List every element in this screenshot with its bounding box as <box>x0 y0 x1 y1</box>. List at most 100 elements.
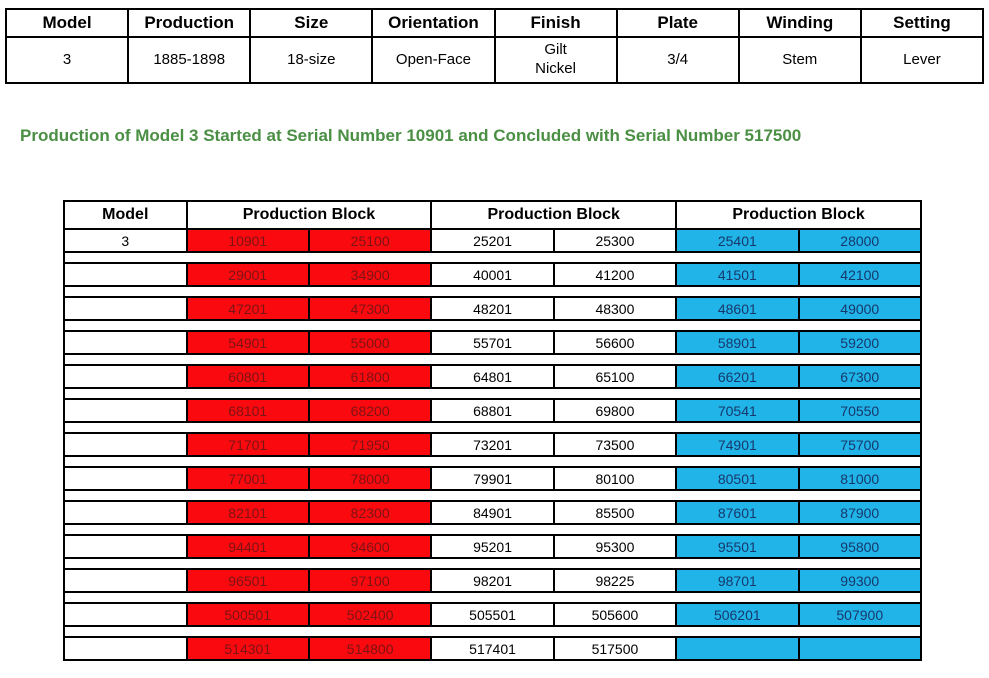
serial-red-end: 514800 <box>307 636 433 661</box>
block-cell-model <box>63 636 188 661</box>
serial-white-end: 48300 <box>552 296 678 321</box>
block-cell-model: 3 <box>63 228 188 253</box>
spacer-row <box>64 388 921 399</box>
spec-header-setting: Setting <box>859 8 985 38</box>
block-table-body: 3 10901 25100 25201 25300 25401 28000 29001 3490… <box>63 228 923 661</box>
serial-red-end: 71950 <box>307 432 433 457</box>
serial-white-start: 73201 <box>430 432 555 457</box>
serial-red-end: 502400 <box>307 602 433 627</box>
serial-white-end: 80100 <box>552 466 678 491</box>
serial-white-start: 79901 <box>430 466 555 491</box>
spacer-row <box>64 524 921 535</box>
serial-red-start: 10901 <box>185 228 310 253</box>
spec-header-winding: Winding <box>737 8 862 38</box>
serial-red-end: 47300 <box>307 296 433 321</box>
serial-white-end: 25300 <box>552 228 678 253</box>
spacer-cell <box>64 320 921 331</box>
serial-range-heading: Production of Model 3 Started at Serial … <box>20 126 802 145</box>
block-row: 54901 55000 55701 56600 58901 59200 <box>63 330 923 355</box>
spec-header-orientation: Orientation <box>371 8 496 38</box>
block-row: 68101 68200 68801 69800 70541 70550 <box>63 398 923 423</box>
block-header-production-block-2: Production Block <box>430 200 678 230</box>
serial-red-end: 94600 <box>307 534 433 559</box>
block-cell-model <box>63 466 188 491</box>
spacer-row <box>64 490 921 501</box>
serial-red-start: 77001 <box>185 466 310 491</box>
spacer-cell <box>64 456 921 467</box>
serial-blue-start: 48601 <box>675 296 800 321</box>
serial-blue-start: 74901 <box>675 432 800 457</box>
spacer-row <box>64 252 921 263</box>
serial-red-start: 514301 <box>185 636 310 661</box>
block-row: 77001 78000 79901 80100 80501 81000 <box>63 466 923 491</box>
spacer-row <box>64 558 921 569</box>
serial-white-end: 85500 <box>552 500 678 525</box>
spacer-row <box>64 592 921 603</box>
spacer-row <box>64 456 921 467</box>
serial-blue-start: 80501 <box>675 466 800 491</box>
serial-red-start: 54901 <box>185 330 310 355</box>
serial-red-start: 94401 <box>185 534 310 559</box>
serial-red-end: 25100 <box>307 228 433 253</box>
spacer-cell <box>64 558 921 569</box>
spacer-row <box>64 422 921 433</box>
serial-blue-end: 81000 <box>797 466 923 491</box>
serial-white-start: 68801 <box>430 398 555 423</box>
spec-value-row: 3 1885-1898 18-size Open-Face Gilt Nickel 3/4… <box>4 36 985 84</box>
block-cell-model <box>63 398 188 423</box>
serial-red-end: 82300 <box>307 500 433 525</box>
block-row: 96501 97100 98201 98225 98701 99300 <box>63 568 923 593</box>
serial-white-end: 95300 <box>552 534 678 559</box>
block-cell-model <box>63 262 188 287</box>
block-header-row: Model Production Block Production Block … <box>63 200 922 230</box>
spacer-row <box>64 320 921 331</box>
block-cell-model <box>63 602 188 627</box>
spacer-row <box>64 626 921 637</box>
serial-white-start: 40001 <box>430 262 555 287</box>
spec-value-orientation: Open-Face <box>371 36 496 84</box>
serial-blue-end: 67300 <box>797 364 923 389</box>
spec-header-size: Size <box>249 8 374 38</box>
spacer-cell <box>64 524 921 535</box>
serial-red-start: 500501 <box>185 602 310 627</box>
serial-blue-end: 75700 <box>797 432 923 457</box>
block-cell-model <box>63 568 188 593</box>
serial-white-start: 505501 <box>430 602 555 627</box>
serial-blue-start: 95501 <box>675 534 800 559</box>
spacer-cell <box>64 626 921 637</box>
serial-blue-end: 507900 <box>797 602 923 627</box>
serial-red-start: 71701 <box>185 432 310 457</box>
serial-blue-start: 25401 <box>675 228 800 253</box>
serial-blue-start <box>675 636 800 661</box>
serial-white-end: 505600 <box>552 602 678 627</box>
block-row: 3 10901 25100 25201 25300 25401 28000 <box>63 228 923 253</box>
spec-value-size: 18-size <box>249 36 374 84</box>
spec-value-finish: Gilt Nickel <box>493 36 618 84</box>
serial-red-end: 61800 <box>307 364 433 389</box>
serial-white-start: 64801 <box>430 364 555 389</box>
serial-blue-start: 506201 <box>675 602 800 627</box>
block-row: 71701 71950 73201 73500 74901 75700 <box>63 432 923 457</box>
serial-red-start: 60801 <box>185 364 310 389</box>
spec-header-model: Model <box>4 8 130 38</box>
spec-header-production: Production <box>127 8 252 38</box>
spec-header-row: Model Production Size Orientation Finish Plat… <box>4 8 985 38</box>
serial-blue-start: 87601 <box>675 500 800 525</box>
serial-blue-start: 98701 <box>675 568 800 593</box>
serial-blue-start: 41501 <box>675 262 800 287</box>
serial-red-start: 82101 <box>185 500 310 525</box>
block-cell-model <box>63 296 188 321</box>
serial-white-end: 56600 <box>552 330 678 355</box>
serial-blue-start: 66201 <box>675 364 800 389</box>
serial-red-end: 55000 <box>307 330 433 355</box>
block-header-production-block-3: Production Block <box>675 200 922 230</box>
serial-white-start: 25201 <box>430 228 555 253</box>
serial-red-end: 34900 <box>307 262 433 287</box>
serial-red-start: 47201 <box>185 296 310 321</box>
serial-blue-start: 58901 <box>675 330 800 355</box>
spec-value-model: 3 <box>4 36 130 84</box>
serial-white-end: 517500 <box>552 636 678 661</box>
block-cell-model <box>63 330 188 355</box>
spacer-cell <box>64 252 921 263</box>
